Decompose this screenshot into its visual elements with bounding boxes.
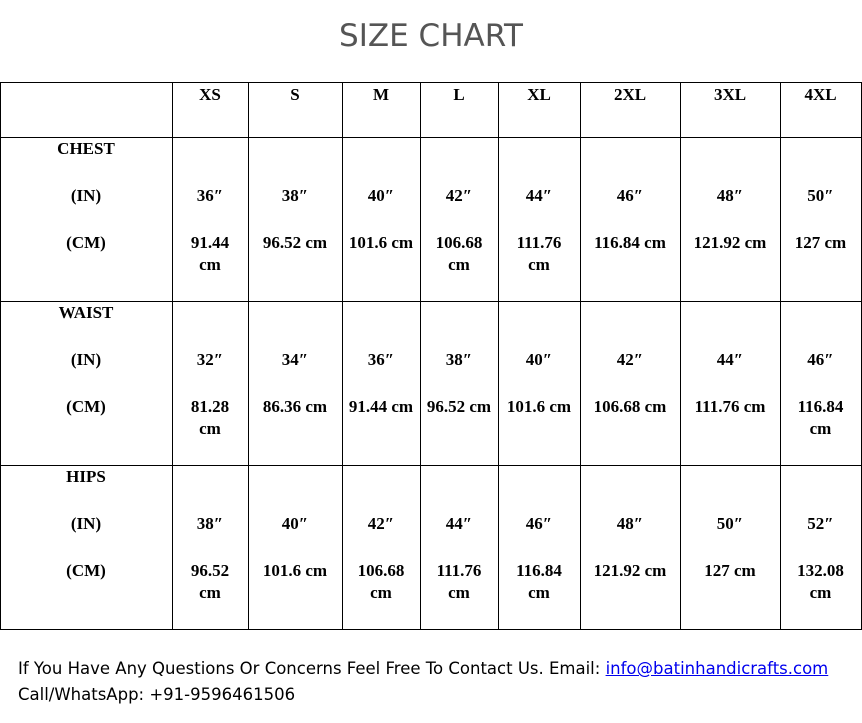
inch-value: 44″: [716, 350, 744, 369]
cm-value: 96.52 cm: [190, 561, 230, 602]
cm-value: 96.52 cm: [262, 233, 328, 252]
unit-label: (IN): [70, 350, 102, 369]
grid-line: [680, 82, 681, 629]
inch-value: 42″: [616, 350, 644, 369]
cm-value: 81.28 cm: [190, 397, 230, 438]
size-header: 3XL: [713, 85, 747, 104]
inch-value: 52″: [807, 514, 834, 533]
grid-line: [0, 137, 862, 138]
inch-value: 40″: [525, 350, 553, 369]
unit-label: (IN): [70, 186, 102, 205]
cm-value: 106.68 cm: [357, 561, 405, 602]
inch-value: 46″: [616, 186, 644, 205]
inch-value: 38″: [196, 514, 224, 533]
inch-value: 42″: [367, 514, 395, 533]
unit-label: (CM): [66, 561, 106, 580]
size-header: M: [372, 85, 390, 104]
inch-value: 36″: [367, 350, 395, 369]
cm-value: 86.36 cm: [262, 397, 328, 416]
inch-value: 32″: [196, 350, 224, 369]
cm-value: 101.6 cm: [348, 233, 414, 252]
inch-value: 44″: [445, 514, 473, 533]
grid-line: [172, 82, 173, 629]
grid-line: [0, 82, 1, 629]
grid-line: [0, 629, 862, 630]
cm-value: 132.08 cm: [797, 561, 844, 602]
inch-value: 38″: [281, 186, 309, 205]
size-header: L: [453, 85, 465, 104]
inch-value: 34″: [281, 350, 309, 369]
grid-line: [342, 82, 343, 629]
unit-label: (CM): [66, 397, 106, 416]
grid-line: [0, 301, 862, 302]
inch-value: 40″: [367, 186, 395, 205]
phone: +91-9596461506: [149, 685, 296, 704]
cm-value: 111.76 cm: [436, 561, 482, 602]
cm-value: 111.76 cm: [694, 397, 766, 416]
footer: If You Have Any Questions Or Concerns Fe…: [18, 656, 828, 708]
measure-label: CHEST: [57, 139, 115, 158]
grid-line: [780, 82, 781, 629]
contact-line: If You Have Any Questions Or Concerns Fe…: [18, 656, 828, 682]
grid-line: [0, 82, 862, 83]
cm-value: 111.76 cm: [516, 233, 562, 274]
phone-label: Call/WhatsApp:: [18, 685, 145, 704]
grid-line: [0, 465, 862, 466]
cm-value: 91.44 cm: [190, 233, 230, 274]
cm-value: 106.68 cm: [435, 233, 483, 274]
cm-value: 116.84 cm: [797, 397, 844, 438]
email-link[interactable]: info@batinhandicrafts.com: [605, 659, 829, 678]
inch-value: 46″: [525, 514, 553, 533]
cm-value: 91.44 cm: [348, 397, 414, 416]
size-header: 2XL: [613, 85, 647, 104]
unit-label: (CM): [66, 233, 106, 252]
grid-line: [498, 82, 499, 629]
inch-value: 48″: [616, 514, 644, 533]
cm-value: 96.52 cm: [426, 397, 492, 416]
inch-value: 44″: [525, 186, 553, 205]
cm-value: 116.84 cm: [594, 233, 666, 252]
cm-value: 127 cm: [704, 561, 756, 580]
size-header: XS: [199, 85, 221, 104]
measure-label: WAIST: [58, 303, 114, 322]
measure-label: HIPS: [66, 467, 106, 486]
inch-value: 48″: [716, 186, 744, 205]
cm-value: 121.92 cm: [593, 561, 667, 580]
contact-text: If You Have Any Questions Or Concerns Fe…: [18, 659, 601, 678]
inch-value: 40″: [281, 514, 309, 533]
inch-value: 46″: [807, 350, 834, 369]
cm-value: 127 cm: [794, 233, 847, 252]
inch-value: 50″: [807, 186, 834, 205]
size-header: XL: [527, 85, 551, 104]
grid-line: [580, 82, 581, 629]
inch-value: 38″: [445, 350, 473, 369]
cm-value: 121.92 cm: [693, 233, 767, 252]
size-header: 4XL: [804, 85, 837, 104]
grid-line: [420, 82, 421, 629]
unit-label: (IN): [70, 514, 102, 533]
cm-value: 116.84 cm: [516, 561, 562, 602]
cm-value: 101.6 cm: [506, 397, 572, 416]
size-header: S: [290, 85, 300, 104]
inch-value: 42″: [445, 186, 473, 205]
cm-value: 101.6 cm: [262, 561, 328, 580]
grid-line: [248, 82, 249, 629]
cm-value: 106.68 cm: [593, 397, 667, 416]
title: SIZE CHART: [339, 18, 523, 54]
phone-line: Call/WhatsApp: +91-9596461506: [18, 682, 828, 708]
inch-value: 50″: [716, 514, 744, 533]
inch-value: 36″: [196, 186, 224, 205]
